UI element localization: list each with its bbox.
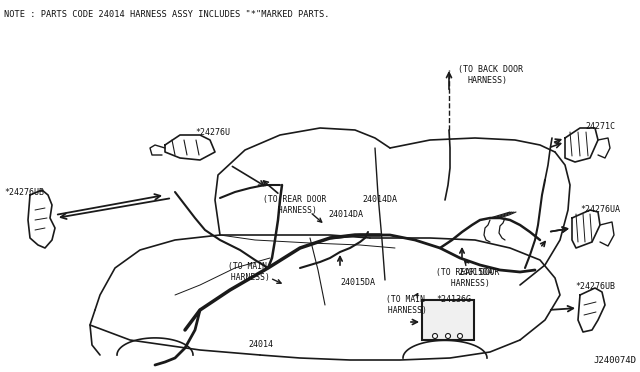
Bar (422, 300, 474, 340)
Text: (TO BACK DOOR: (TO BACK DOOR (458, 65, 523, 74)
Text: HARNESS): HARNESS) (468, 76, 508, 85)
Text: 24015DA: 24015DA (458, 268, 493, 277)
Text: 24015DA: 24015DA (340, 278, 375, 287)
Text: (TO REAR DOOR
 HARNESS): (TO REAR DOOR HARNESS) (436, 268, 500, 288)
Text: 24271C: 24271C (585, 122, 615, 131)
Text: 24014DA: 24014DA (328, 210, 363, 219)
Text: 24014DA: 24014DA (362, 195, 397, 204)
Circle shape (445, 334, 451, 339)
Text: NOTE : PARTS CODE 24014 HARNESS ASSY INCLUDES "*"MARKED PARTS.: NOTE : PARTS CODE 24014 HARNESS ASSY INC… (4, 10, 330, 19)
Text: (TO REAR DOOR
 HARNESS): (TO REAR DOOR HARNESS) (263, 195, 326, 215)
Circle shape (458, 334, 463, 339)
Text: J240074D: J240074D (593, 356, 636, 365)
Text: *24276UB: *24276UB (4, 188, 44, 197)
Text: *24276UB: *24276UB (575, 282, 615, 291)
Text: *24136G: *24136G (436, 295, 471, 304)
Text: (TO MAIN
 HARNESS): (TO MAIN HARNESS) (226, 262, 270, 282)
Circle shape (433, 334, 438, 339)
Text: (TO MAIN
 HARNESS): (TO MAIN HARNESS) (383, 295, 427, 315)
Text: 24014: 24014 (248, 340, 273, 349)
Text: *24276U: *24276U (195, 128, 230, 137)
Text: *24276UA: *24276UA (580, 205, 620, 214)
